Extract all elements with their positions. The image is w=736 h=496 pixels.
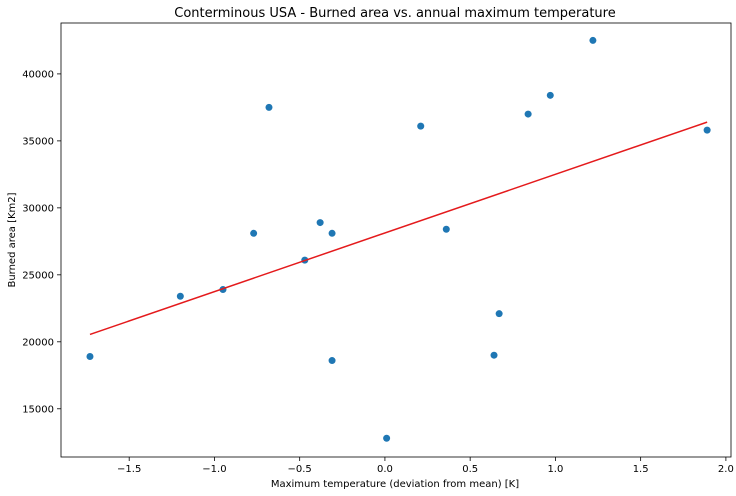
x-tick-label: −1.5: [117, 464, 141, 475]
y-tick-label: 35000: [22, 136, 54, 147]
x-tick-label: 1.0: [547, 464, 563, 475]
plot-area: −1.5 −1.0 −0.5 0.0 0.5 1.0 1.5 2.0 15000 20000 25…: [22, 22, 734, 475]
y-tick-label: 25000: [22, 270, 54, 281]
data-point: [417, 122, 425, 130]
x-tick-label: 1.5: [633, 464, 649, 475]
x-axis: −1.5 −1.0 −0.5 0.0 0.5 1.0 1.5 2.0: [117, 457, 734, 475]
x-tick-label: 2.0: [718, 464, 734, 475]
y-axis: 15000 20000 25000 30000 35000 40000: [22, 69, 61, 415]
data-point: [442, 225, 450, 233]
y-tick-label: 30000: [22, 203, 54, 214]
data-point: [328, 229, 336, 237]
y-axis-label: Burned area [Km2]: [7, 192, 18, 287]
regression-line: [89, 121, 708, 336]
data-point: [265, 103, 273, 111]
data-point: [328, 357, 336, 365]
x-tick-label: 0.5: [462, 464, 478, 475]
data-point: [490, 351, 498, 359]
series-layer: [86, 36, 711, 442]
y-tick-label: 40000: [22, 69, 54, 80]
y-tick-label: 20000: [22, 337, 54, 348]
data-point: [250, 229, 258, 237]
data-point: [383, 434, 391, 442]
x-tick-label: −0.5: [288, 464, 312, 475]
data-point: [703, 126, 711, 134]
plot-frame: [60, 22, 732, 458]
data-point: [86, 353, 94, 361]
data-point: [316, 219, 324, 227]
data-point: [589, 36, 597, 44]
x-axis-label: Maximum temperature (deviation from mean…: [271, 479, 519, 490]
data-point: [176, 292, 184, 300]
data-point: [495, 310, 503, 318]
x-tick-label: 0.0: [377, 464, 393, 475]
data-point: [524, 110, 532, 118]
y-tick-label: 15000: [22, 404, 54, 415]
data-point: [546, 91, 554, 99]
chart-title: Conterminous USA - Burned area vs. annua…: [174, 6, 615, 21]
x-tick-label: −1.0: [202, 464, 226, 475]
